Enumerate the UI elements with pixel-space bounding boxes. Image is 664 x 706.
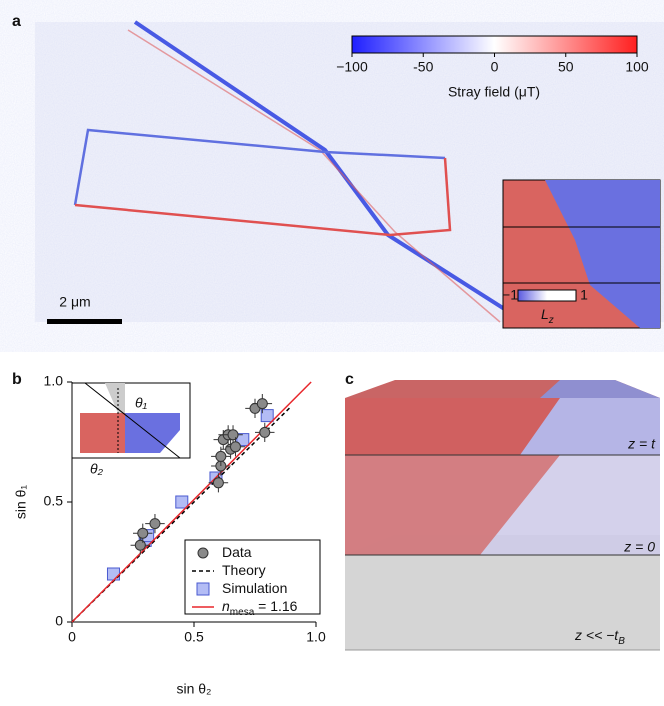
slab-diagram (345, 380, 660, 651)
inset-a (502, 179, 661, 329)
series-line (71, 381, 312, 623)
y-tick-label: 0.5 (44, 493, 64, 509)
data-point (149, 518, 161, 530)
colorbar-tick-label: 0 (491, 59, 499, 75)
x-tick-label: 1.0 (306, 629, 326, 645)
colorbar-label: Stray field (μT) (448, 84, 540, 100)
x-tick-label: 0.5 (184, 629, 204, 645)
inset-colorbar-tick-label: −1 (502, 287, 518, 303)
plane-label: z = 0 (623, 539, 655, 555)
data-point (259, 426, 271, 438)
y-axis-label: sin θ₁ (13, 485, 29, 520)
legend-marker (197, 547, 209, 559)
scale-bar (47, 319, 122, 324)
data-point (134, 539, 146, 551)
plane-label-part: z << −t (574, 627, 619, 643)
legend-label-part: Theory (222, 562, 266, 578)
inset-colorbar-label-part: L (541, 306, 549, 322)
y-tick-label: 0 (55, 613, 63, 629)
data-point (175, 495, 189, 509)
legend-label-part: = 1.16 (254, 598, 297, 614)
data-point (229, 441, 241, 453)
inset-label: θ₁ (135, 395, 148, 411)
inset-colorbar-label-part: z (548, 315, 554, 326)
legend-label-part: Simulation (222, 580, 287, 596)
legend-label: Simulation (222, 580, 287, 596)
data-point (137, 527, 149, 539)
legend-marker (196, 582, 210, 596)
legend-label-part: Data (222, 544, 252, 560)
colorbar-tick-label: −100 (336, 59, 368, 75)
colorbar (351, 35, 638, 54)
colorbar-tick-label: -50 (413, 59, 433, 75)
scale-bar-label: 2 μm (59, 294, 90, 310)
inset-b (71, 382, 191, 459)
data-point (212, 477, 224, 489)
data-point (236, 433, 250, 447)
plane-label-part: B (618, 636, 625, 647)
data-point (227, 429, 239, 441)
colorbar-tick-label: 50 (558, 59, 574, 75)
plane-label: z = t (627, 436, 656, 452)
legend-label-part: mesa (230, 607, 255, 618)
inset-colorbar-label: Lz (541, 306, 554, 326)
stray-field-map (35, 20, 664, 324)
x-tick-label: 0 (68, 629, 76, 645)
legend-label: Theory (222, 562, 266, 578)
legend-label: nmesa = 1.16 (222, 598, 298, 618)
data-point (215, 450, 227, 462)
inset-label: θ₂ (90, 461, 104, 477)
legend-label-part: n (222, 598, 230, 614)
panel-label: a (12, 13, 21, 30)
data-point (106, 567, 120, 581)
data-point (260, 409, 274, 423)
panel-label: b (12, 371, 22, 388)
y-tick-label: 1.0 (44, 373, 64, 389)
plane-label: z << −tB (574, 627, 625, 647)
data-point (256, 398, 268, 410)
panel-label: c (345, 371, 354, 388)
x-axis-label: sin θ₂ (176, 681, 211, 697)
legend-label: Data (222, 544, 252, 560)
inset-colorbar-tick-label: 1 (580, 287, 588, 303)
colorbar-tick-label: 100 (625, 59, 649, 75)
